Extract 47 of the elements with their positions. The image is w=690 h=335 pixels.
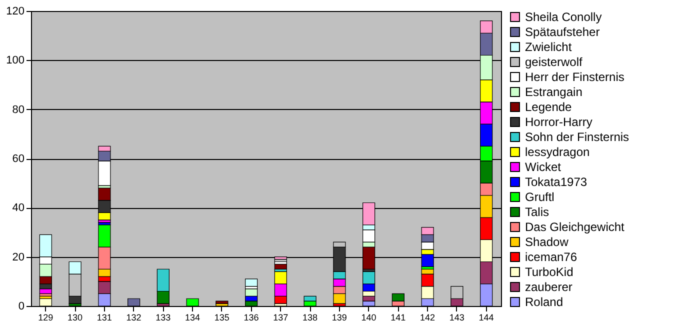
x-tick-label: 133	[156, 312, 171, 322]
legend-label: Herr der Finsternis	[525, 70, 624, 84]
y-tick-label: 100	[6, 54, 24, 67]
y-tick-label: 120	[6, 6, 24, 18]
legend-label: Sheila Conolly	[525, 10, 602, 24]
x-tick-label: 132	[126, 312, 142, 322]
legend-label: Zwielicht	[525, 40, 572, 54]
legend-label: Sohn der Finsternis	[525, 130, 630, 144]
y-tick-label: 20	[12, 251, 24, 264]
legend-label: TurboKid	[525, 265, 574, 279]
legend-label: Gruftl	[525, 190, 554, 204]
legend-label: Spätaufsteher	[525, 25, 600, 39]
x-tick-label: 137	[273, 312, 288, 322]
legend-label: Legende	[525, 100, 572, 114]
legend-label: Shadow	[525, 235, 569, 249]
x-tick-label: 140	[361, 312, 376, 322]
y-tick-label: 40	[12, 202, 24, 214]
x-tick-label: 143	[449, 312, 464, 322]
legend-label: geisterwolf	[525, 55, 584, 69]
x-tick-label: 136	[244, 312, 259, 322]
x-tick-label: 144	[478, 312, 494, 322]
y-tick-label: 80	[12, 104, 24, 116]
legend-label: Wicket	[525, 160, 562, 174]
legend-label: Talis	[525, 205, 550, 219]
x-tick-label: 129	[38, 312, 54, 322]
bar	[216, 300, 228, 304]
legend-label: lessydragon	[525, 145, 590, 159]
x-tick-label: 134	[185, 312, 200, 322]
legend-label: iceman76	[525, 250, 578, 264]
y-tick-label: 0	[18, 300, 24, 312]
x-tick-label: 130	[68, 312, 83, 322]
x-tick-label: 141	[390, 312, 406, 322]
legend-label: Roland	[525, 295, 564, 309]
legend-label: Estrangain	[525, 85, 582, 99]
x-tick-label: 142	[420, 312, 436, 322]
legend-label: Tokata1973	[525, 175, 588, 189]
bar	[39, 288, 52, 294]
x-tick-label: 138	[302, 312, 318, 322]
legend-label: zauberer	[525, 280, 572, 294]
bar	[274, 264, 287, 270]
y-tick-label: 60	[12, 153, 24, 165]
bar	[245, 278, 258, 287]
legend-label: Horror-Harry	[525, 115, 592, 129]
legend-label: Das Gleichgewicht	[525, 220, 626, 234]
x-tick-label: 139	[332, 312, 347, 322]
x-tick-label: 135	[214, 312, 230, 322]
x-tick-label: 131	[96, 312, 112, 322]
